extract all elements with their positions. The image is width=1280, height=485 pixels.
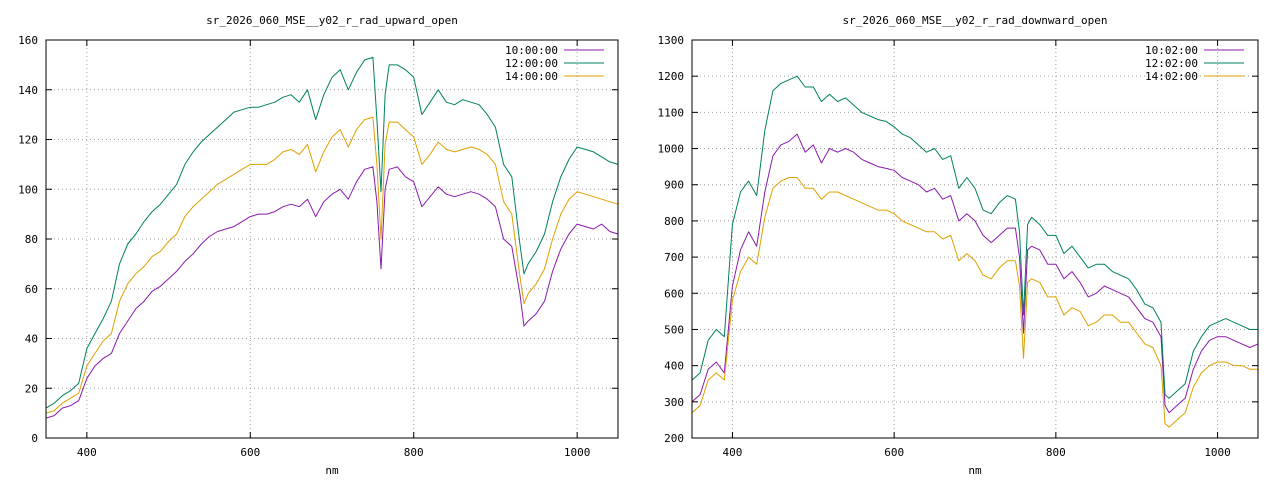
- series-line-10-00-00: [45, 166, 619, 419]
- legend-label: 12:02:00: [1145, 57, 1198, 70]
- y-tick-label: 40: [25, 333, 38, 346]
- series-line-12-00-00: [45, 56, 619, 409]
- legend-label: 10:02:00: [1145, 44, 1198, 57]
- y-tick-label: 20: [25, 382, 38, 395]
- left-chart-panel: 0 20 40 60 80 100 120 140 160 400 600 800 1000 sr_202…: [18, 14, 619, 477]
- x-tick-label: 600: [884, 446, 904, 459]
- y-tick-label: 160: [18, 34, 38, 47]
- y-tick-label: 100: [18, 183, 38, 196]
- y-tick-label: 0: [31, 432, 38, 445]
- y-tick-label: 1000: [658, 143, 685, 156]
- x-tick-label: 1000: [564, 446, 591, 459]
- y-tick-label: 80: [25, 233, 38, 246]
- x-tick-label: 600: [240, 446, 260, 459]
- plot-frame: [691, 39, 1259, 439]
- y-tick-label: 1200: [658, 70, 685, 83]
- legend-label: 14:00:00: [505, 70, 558, 83]
- series-line-12-02-00: [691, 75, 1258, 399]
- y-tick-label: 60: [25, 283, 38, 296]
- y-tick-label: 800: [664, 215, 684, 228]
- y-tick-label: 700: [664, 251, 684, 264]
- y-tick-label: 600: [664, 287, 684, 300]
- series-line-14-02-00: [691, 177, 1258, 428]
- x-tick-label: 400: [77, 446, 97, 459]
- legend-label: 12:00:00: [505, 57, 558, 70]
- right-chart-panel: 200 300 400 500 600 700 800 900 1000 1100 1200 1300…: [658, 14, 1259, 477]
- chart-title: sr_2026_060_MSE__y02_r_rad_upward_open: [206, 14, 458, 27]
- legend-label: 10:00:00: [505, 44, 558, 57]
- x-tick-label: 1000: [1204, 446, 1231, 459]
- y-tick-label: 300: [664, 396, 684, 409]
- x-tick-label: 400: [722, 446, 742, 459]
- y-tick-label: 120: [18, 134, 38, 147]
- y-tick-label: 200: [664, 432, 684, 445]
- x-tick-label: 800: [1046, 446, 1066, 459]
- chart-title: sr_2026_060_MSE__y02_r_rad_downward_open: [843, 14, 1108, 27]
- y-tick-label: 900: [664, 179, 684, 192]
- y-tick-label: 140: [18, 84, 38, 97]
- x-axis-label: nm: [968, 464, 982, 477]
- legend-label: 14:02:00: [1145, 70, 1198, 83]
- y-tick-label: 500: [664, 323, 684, 336]
- series-line-10-02-00: [691, 133, 1259, 414]
- x-tick-label: 800: [404, 446, 424, 459]
- y-tick-label: 1100: [658, 106, 685, 119]
- series-line-14-00-00: [45, 116, 619, 414]
- x-axis-label: nm: [325, 464, 339, 477]
- y-tick-label: 1300: [658, 34, 685, 47]
- plot-frame: [45, 39, 619, 439]
- y-tick-label: 400: [664, 360, 684, 373]
